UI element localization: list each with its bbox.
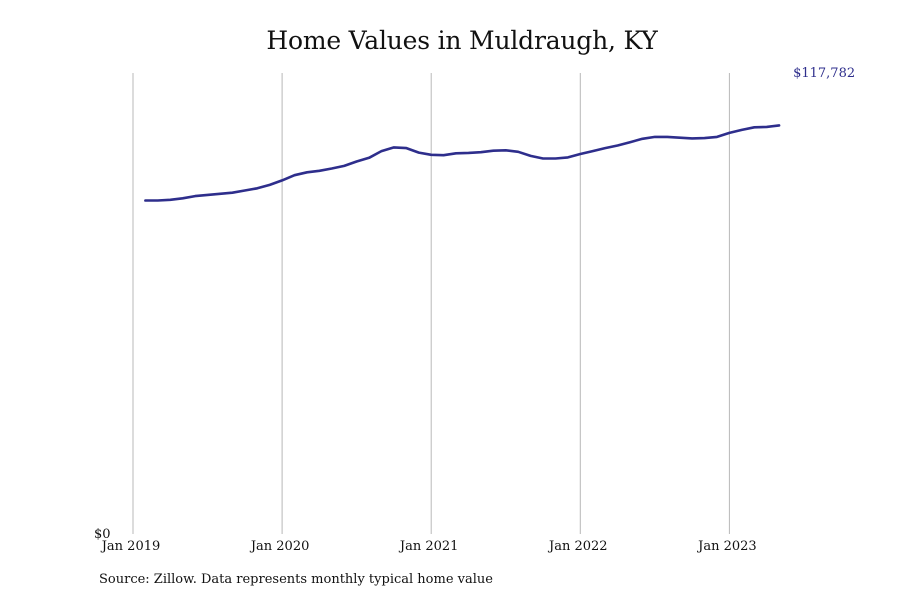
chart-title: Home Values in Muldraugh, KY: [266, 26, 658, 55]
series-layer: $117,782: [144, 66, 855, 202]
end-value-label: $117,782: [793, 66, 855, 81]
x-tick-label: Jan 2021: [398, 539, 459, 554]
y-tick-label: $0: [94, 527, 111, 542]
home-value-line: [144, 124, 781, 202]
x-tick-label: Jan 2023: [696, 539, 757, 554]
axis-ticks: Jan 2019 Jan 2020 Jan 2021 Jan 2022 Jan 2023…: [94, 527, 757, 554]
x-tick-label: Jan 2019: [100, 539, 161, 554]
x-tick-label: Jan 2020: [249, 539, 310, 554]
source-note: Source: Zillow. Data represents monthly …: [99, 572, 493, 587]
gridlines: [132, 73, 730, 534]
x-tick-label: Jan 2022: [547, 539, 608, 554]
